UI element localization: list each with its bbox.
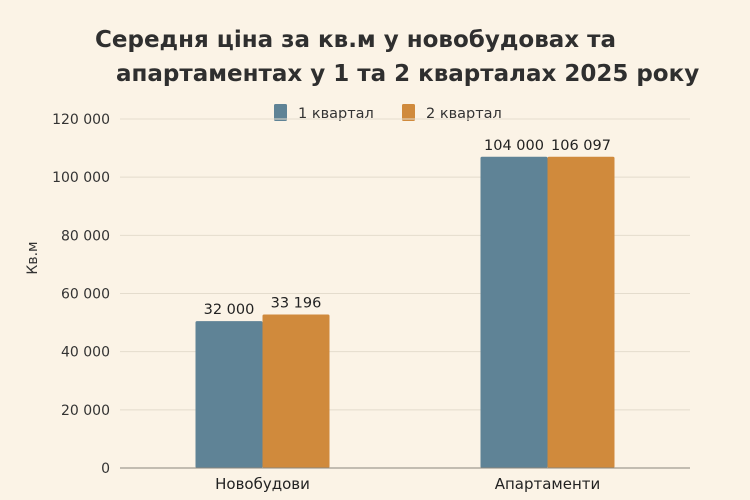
legend-label: 2 квартал	[426, 106, 502, 122]
value-label-новобудови-1-квартал: 32 000	[204, 302, 255, 318]
legend-swatch	[274, 104, 287, 121]
bar-новобудови-2-квартал	[262, 314, 330, 468]
y-tick-label: 120 000	[52, 112, 110, 128]
legend-label: 1 квартал	[298, 106, 374, 122]
y-tick-label: 60 000	[61, 287, 110, 303]
x-tick-label: Новобудови	[215, 475, 310, 493]
value-label-новобудови-2-квартал: 33 196	[271, 295, 322, 311]
y-tick-label: 100 000	[52, 170, 110, 186]
y-axis-label: Кв.м	[25, 241, 41, 274]
value-label-апартаменти-1-квартал: 104 000	[484, 138, 544, 154]
y-tick-label: 20 000	[61, 403, 110, 419]
y-tick-label: 40 000	[61, 345, 110, 361]
legend-swatch	[402, 104, 415, 121]
value-labels: 32 000 33 196 104 000 106 097	[204, 138, 611, 318]
legend: 1 квартал 2 квартал	[274, 104, 502, 122]
y-axis: 0 20 000 40 000 60 000 80 000 100 000 120 000	[52, 112, 110, 477]
x-tick-label: Апартаменти	[495, 475, 601, 493]
y-tick-label: 80 000	[61, 228, 110, 244]
x-axis: Новобудови Апартаменти	[120, 467, 690, 493]
y-tick-label: 0	[101, 461, 110, 477]
chart-title: Середня ціна за кв.м у новобудовах та ап…	[95, 27, 699, 87]
chart-title-line-2: апартаментах у 1 та 2 кварталах 2025 рок…	[116, 61, 699, 87]
bar-новобудови-1-квартал	[195, 321, 263, 468]
bar-апартаменти-1-квартал	[480, 156, 548, 468]
chart-title-line-1: Середня ціна за кв.м у новобудовах та	[95, 27, 616, 53]
value-label-апартаменти-2-квартал: 106 097	[551, 138, 611, 154]
legend-item-2-квартал: 2 квартал	[402, 104, 502, 122]
bars	[195, 156, 615, 468]
legend-item-1-квартал: 1 квартал	[274, 104, 374, 122]
bar-апартаменти-2-квартал	[547, 156, 615, 468]
